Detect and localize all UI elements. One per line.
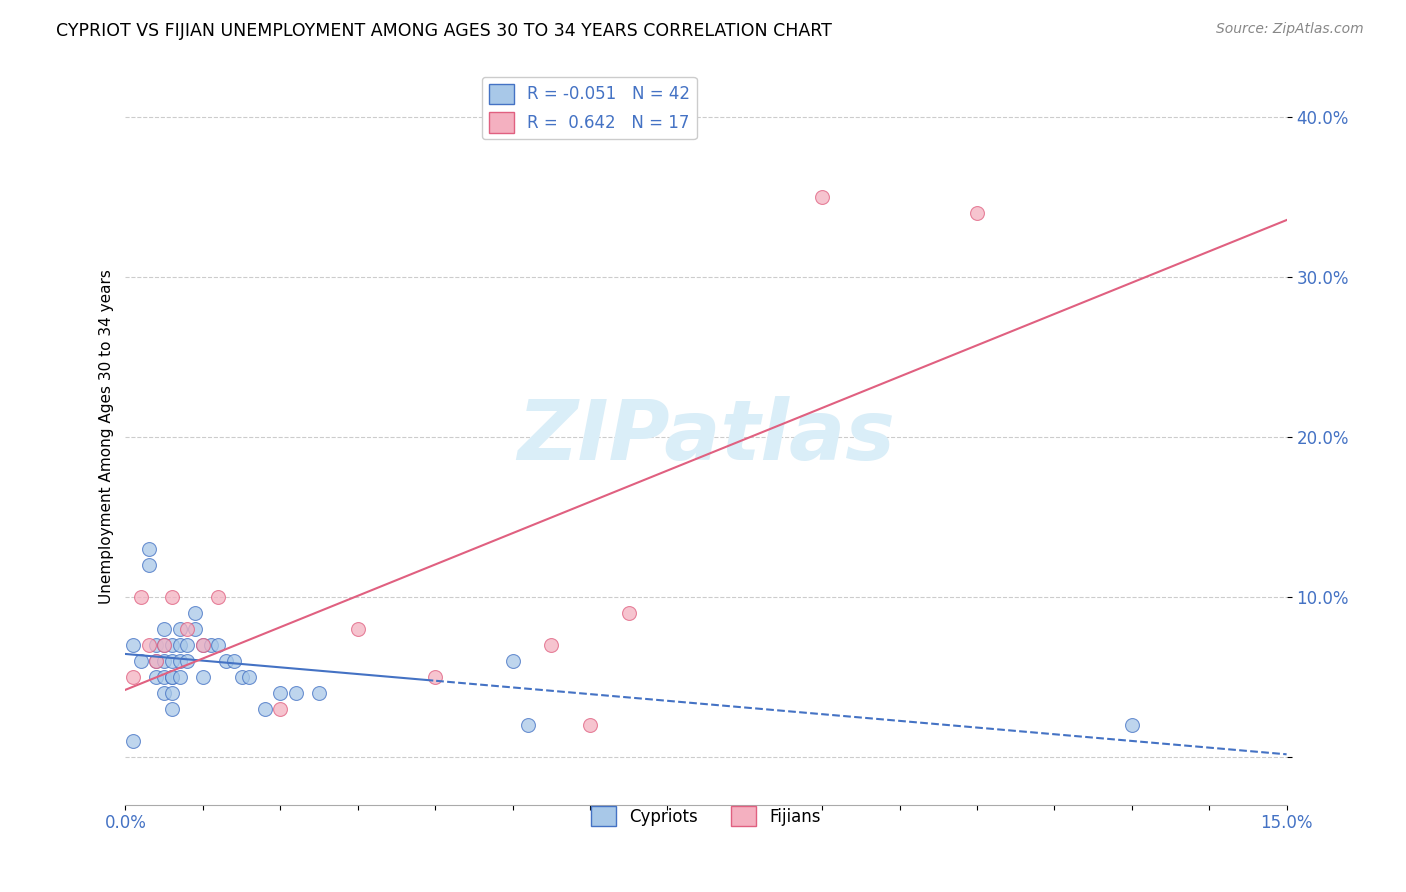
Text: ZIPatlas: ZIPatlas bbox=[517, 396, 896, 477]
Point bbox=[160, 701, 183, 715]
Point bbox=[169, 654, 191, 668]
Point bbox=[517, 717, 540, 731]
Point bbox=[153, 670, 176, 684]
Point bbox=[145, 654, 167, 668]
Point bbox=[1121, 717, 1143, 731]
Point bbox=[129, 590, 152, 604]
Point bbox=[269, 686, 291, 700]
Point bbox=[207, 638, 229, 652]
Point bbox=[153, 638, 176, 652]
Point bbox=[269, 701, 291, 715]
Point bbox=[502, 654, 524, 668]
Point bbox=[176, 622, 198, 636]
Point bbox=[579, 717, 602, 731]
Point bbox=[153, 638, 176, 652]
Point bbox=[284, 686, 307, 700]
Point bbox=[966, 205, 988, 219]
Point bbox=[160, 654, 183, 668]
Point bbox=[169, 622, 191, 636]
Point bbox=[129, 654, 152, 668]
Point bbox=[191, 638, 214, 652]
Point bbox=[176, 638, 198, 652]
Point bbox=[160, 638, 183, 652]
Point bbox=[122, 670, 145, 684]
Point bbox=[231, 670, 253, 684]
Point bbox=[200, 638, 222, 652]
Point bbox=[138, 541, 160, 556]
Point bbox=[540, 638, 562, 652]
Point bbox=[138, 638, 160, 652]
Legend: Cypriots, Fijians: Cypriots, Fijians bbox=[585, 799, 828, 833]
Point bbox=[169, 670, 191, 684]
Point bbox=[617, 606, 640, 620]
Point bbox=[145, 654, 167, 668]
Point bbox=[153, 654, 176, 668]
Point bbox=[160, 590, 183, 604]
Point bbox=[253, 701, 276, 715]
Text: Source: ZipAtlas.com: Source: ZipAtlas.com bbox=[1216, 22, 1364, 37]
Point bbox=[207, 590, 229, 604]
Text: CYPRIOT VS FIJIAN UNEMPLOYMENT AMONG AGES 30 TO 34 YEARS CORRELATION CHART: CYPRIOT VS FIJIAN UNEMPLOYMENT AMONG AGE… bbox=[56, 22, 832, 40]
Point bbox=[145, 638, 167, 652]
Point bbox=[811, 189, 834, 203]
Point bbox=[153, 686, 176, 700]
Point bbox=[191, 670, 214, 684]
Point bbox=[215, 654, 238, 668]
Point bbox=[145, 670, 167, 684]
Point bbox=[160, 670, 183, 684]
Point bbox=[308, 686, 330, 700]
Point bbox=[122, 733, 145, 747]
Point bbox=[222, 654, 245, 668]
Point bbox=[423, 670, 446, 684]
Point bbox=[160, 670, 183, 684]
Y-axis label: Unemployment Among Ages 30 to 34 years: Unemployment Among Ages 30 to 34 years bbox=[100, 269, 114, 604]
Point bbox=[169, 638, 191, 652]
Point bbox=[176, 654, 198, 668]
Point bbox=[184, 606, 207, 620]
Point bbox=[160, 686, 183, 700]
Point bbox=[346, 622, 368, 636]
Point bbox=[191, 638, 214, 652]
Point bbox=[153, 622, 176, 636]
Point bbox=[138, 558, 160, 572]
Point bbox=[238, 670, 260, 684]
Point bbox=[184, 622, 207, 636]
Point bbox=[122, 638, 145, 652]
